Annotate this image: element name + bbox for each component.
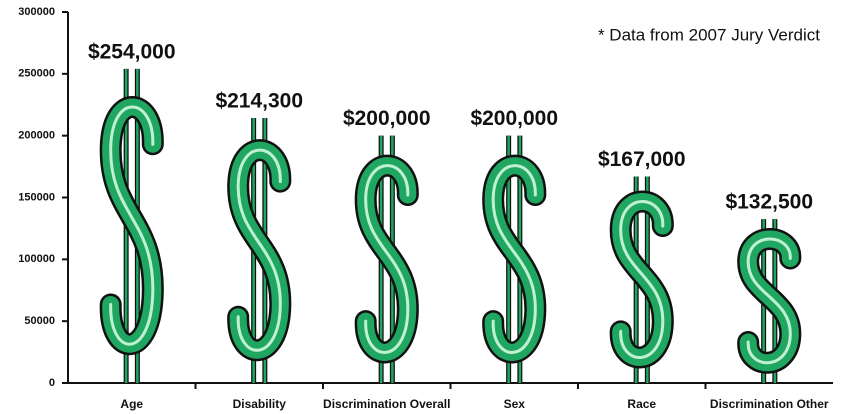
dollar-sign [493,136,535,383]
value-label: $200,000 [343,107,431,130]
value-label: $132,500 [725,191,813,214]
value-label: $167,000 [598,148,686,171]
y-tick-label: 250000 [18,68,55,80]
value-label: $200,000 [470,107,558,130]
dollar-curve [748,239,790,363]
dollar-curve [493,166,535,353]
x-tick-label: Race [627,397,656,411]
dollar-curve [621,202,663,358]
value-label: $214,300 [215,90,303,113]
chart: * Data from 2007 Jury Verdict 0 50000 1000… [0,0,846,414]
annotation: * Data from 2007 Jury Verdict [598,25,820,44]
x-tick-label: Disability [233,397,287,411]
y-tick-label: 150000 [18,191,55,203]
y-tick-label: 200000 [18,130,55,142]
dollar-sign [748,219,790,383]
dollar-curve [366,166,408,353]
x-tick-label: Age [120,397,143,411]
x-tick-label: Sex [504,397,526,411]
x-tick-label: Discrimination Overall [323,397,450,411]
dollar-sign [366,136,408,383]
dollar-sign [238,118,280,383]
dollar-sign [111,69,153,383]
dollar-sign [621,176,663,383]
value-label: $254,000 [88,40,176,63]
y-tick-label: 50000 [24,315,55,327]
y-tick-label: 0 [49,377,55,389]
y-tick-label: 300000 [18,6,55,18]
y-tick-label: 100000 [18,253,55,265]
x-tick-label: Discrimination Other [710,397,829,411]
